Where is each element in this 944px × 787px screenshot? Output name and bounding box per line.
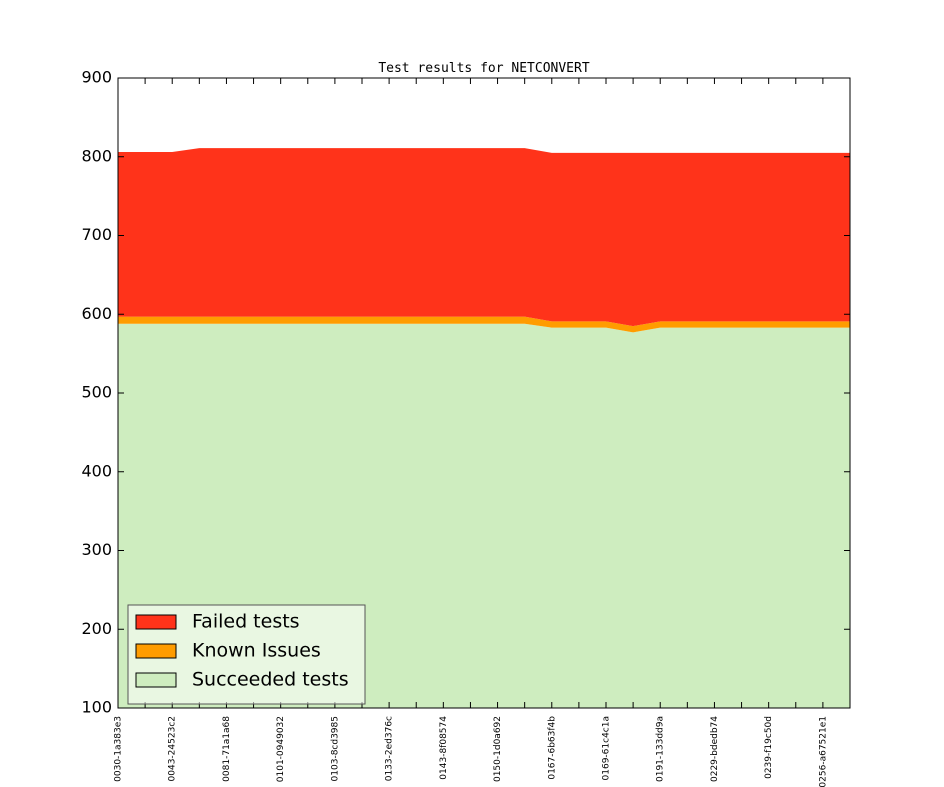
legend-swatch [135,643,177,659]
y-tick-label: 500 [81,383,112,402]
chart-title: Test results for NETCONVERT [378,61,589,76]
x-tick-label: 0133-2ed376c [385,716,395,781]
y-tick-label: 900 [81,68,112,87]
x-tick-label: 0167-6b63f4b [547,716,557,780]
x-tick-label: 0043-24523c2 [168,716,178,781]
y-tick-label: 700 [81,225,112,244]
x-tick-label: 0256-a67521e1 [818,716,828,787]
area [118,316,850,333]
x-tick-label: 0150-1d0a692 [493,716,503,782]
y-tick-label: 400 [81,461,112,480]
y-tick-label: 300 [81,540,112,559]
x-tick-label: 0101-0949032 [276,716,286,782]
y-tick-label: 800 [81,146,112,165]
legend-label: Succeeded tests [192,669,349,691]
x-tick-label: 0081-71a1a68 [222,716,232,782]
x-tick-label: 0143-8f08574 [439,716,449,780]
y-tick-label: 600 [81,304,112,323]
legend-label: Failed tests [192,611,300,633]
y-tick-label: 200 [81,619,112,638]
x-tick-label: 0229-bdedb74 [710,716,720,782]
legend-swatch [135,614,177,630]
x-tick-label: 0103-8cd3985 [330,716,340,781]
x-tick-label: 0191-133dd9a [656,716,666,782]
legend-swatch [135,672,177,688]
x-tick-label: 0030-1a383e3 [114,716,124,782]
area [118,148,850,327]
x-tick-label: 0239-f19c50d [764,716,774,779]
x-tick-label: 0169-61c4c1a [602,716,612,780]
y-tick-label: 100 [81,698,112,717]
legend-label: Known Issues [192,640,321,662]
